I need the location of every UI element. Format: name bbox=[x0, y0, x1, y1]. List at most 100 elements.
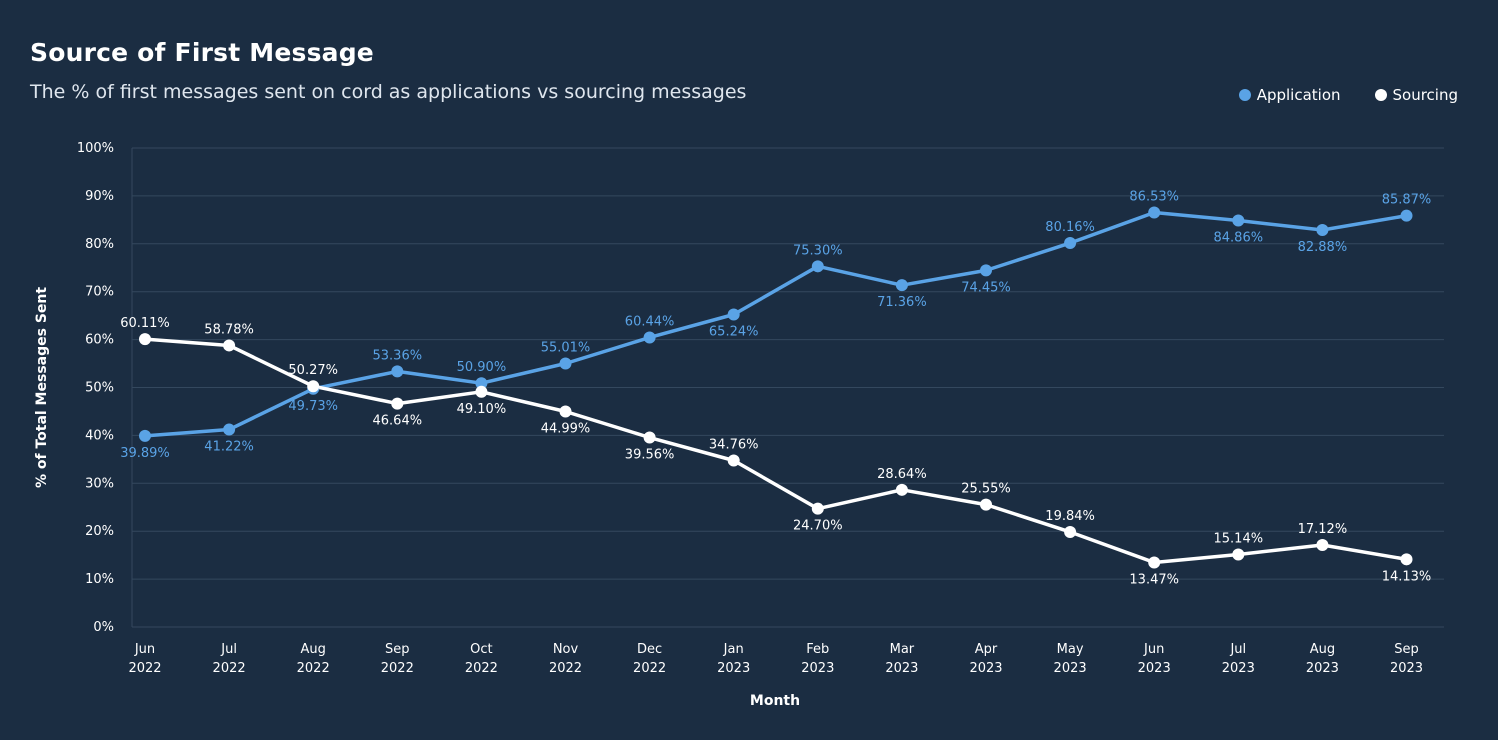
data-point-application bbox=[727, 308, 740, 321]
data-label-application: 74.45% bbox=[961, 280, 1011, 295]
series-line-sourcing bbox=[143, 337, 1409, 565]
chart-title: Source of First Message bbox=[30, 38, 374, 67]
data-point-application bbox=[980, 264, 992, 277]
x-tick-label-year: 2022 bbox=[465, 661, 498, 676]
y-tick-label: 100% bbox=[77, 141, 114, 156]
data-point-application bbox=[1400, 209, 1413, 222]
data-label-sourcing: 19.84% bbox=[1045, 509, 1095, 524]
x-tick-label-year: 2023 bbox=[885, 661, 918, 676]
legend-label-application: Application bbox=[1256, 86, 1341, 104]
data-label-sourcing: 49.10% bbox=[457, 402, 507, 417]
x-tick-label-year: 2023 bbox=[1054, 661, 1087, 676]
data-point-sourcing bbox=[1148, 556, 1161, 569]
x-tick-label-month: Mar bbox=[890, 642, 915, 657]
x-tick-label-month: Jan bbox=[723, 642, 744, 657]
x-tick-label-month: May bbox=[1057, 642, 1084, 657]
x-tick-label-year: 2023 bbox=[1222, 661, 1255, 676]
data-label-sourcing: 25.55% bbox=[961, 482, 1011, 497]
data-label-sourcing: 24.70% bbox=[793, 519, 843, 534]
data-point-application bbox=[139, 429, 151, 442]
data-label-sourcing: 28.64% bbox=[877, 467, 927, 482]
data-label-sourcing: 17.12% bbox=[1298, 522, 1348, 537]
data-label-sourcing: 13.47% bbox=[1129, 572, 1179, 587]
data-point-application bbox=[811, 260, 824, 273]
data-label-application: 75.30% bbox=[793, 243, 843, 258]
x-tick-label-month: Oct bbox=[470, 642, 492, 657]
legend-item-application[interactable]: Application bbox=[1238, 86, 1341, 104]
data-label-application: 53.36% bbox=[373, 348, 423, 363]
data-point-sourcing bbox=[895, 483, 908, 496]
data-point-application bbox=[895, 279, 908, 292]
data-point-sourcing bbox=[1400, 553, 1413, 566]
x-tick-label-month: Aug bbox=[301, 642, 326, 657]
data-label-application: 60.44% bbox=[625, 314, 675, 329]
x-tick-label-month: Jun bbox=[134, 642, 155, 657]
x-tick-label-year: 2022 bbox=[381, 661, 414, 676]
data-label-sourcing: 46.64% bbox=[373, 414, 423, 429]
x-tick-label-year: 2023 bbox=[801, 661, 834, 676]
data-label-application: 80.16% bbox=[1045, 220, 1095, 235]
data-label-sourcing: 58.78% bbox=[204, 322, 254, 337]
x-tick-label-month: Aug bbox=[1310, 642, 1335, 657]
x-tick-label-month: Sep bbox=[385, 642, 410, 657]
y-tick-label: 20% bbox=[85, 524, 114, 539]
x-tick-label-year: 2023 bbox=[1138, 661, 1171, 676]
data-point-application bbox=[559, 357, 572, 370]
data-label-sourcing: 50.27% bbox=[288, 363, 338, 378]
data-label-sourcing: 60.11% bbox=[120, 316, 170, 331]
data-label-application: 50.90% bbox=[457, 360, 507, 375]
data-point-application bbox=[1232, 214, 1245, 227]
data-label-sourcing: 15.14% bbox=[1214, 531, 1264, 546]
data-point-application bbox=[1316, 224, 1329, 237]
x-tick-label-month: Nov bbox=[553, 642, 579, 657]
y-tick-label: 40% bbox=[85, 428, 114, 443]
y-tick-label: 60% bbox=[85, 333, 114, 348]
data-label-sourcing: 44.99% bbox=[541, 421, 591, 436]
x-tick-label-month: Apr bbox=[975, 642, 998, 657]
y-tick-label: 80% bbox=[85, 237, 114, 252]
x-axis-title: Month bbox=[750, 693, 800, 709]
x-tick-label-year: 2022 bbox=[549, 661, 582, 676]
legend-item-sourcing[interactable]: Sourcing bbox=[1374, 86, 1459, 104]
x-tick-label-year: 2022 bbox=[128, 661, 161, 676]
data-point-sourcing bbox=[139, 333, 151, 346]
x-tick-label-month: Jul bbox=[1229, 642, 1246, 657]
legend-marker-application bbox=[1238, 89, 1251, 101]
data-point-sourcing bbox=[811, 502, 824, 515]
legend-label-sourcing: Sourcing bbox=[1392, 86, 1459, 104]
series-line-application bbox=[143, 210, 1409, 438]
data-point-sourcing bbox=[307, 380, 320, 393]
x-tick-label-year: 2023 bbox=[969, 661, 1002, 676]
x-tick-label-year: 2023 bbox=[1390, 661, 1423, 676]
data-point-sourcing bbox=[727, 454, 740, 467]
data-label-application: 49.73% bbox=[288, 399, 338, 414]
y-tick-label: 50% bbox=[85, 381, 114, 396]
x-tick-label-year: 2023 bbox=[717, 661, 750, 676]
data-label-application: 71.36% bbox=[877, 295, 927, 310]
x-tick-label-year: 2022 bbox=[213, 661, 246, 676]
x-tick-label-month: Jun bbox=[1143, 642, 1164, 657]
y-tick-label: 10% bbox=[85, 572, 114, 587]
x-tick-label-month: Dec bbox=[637, 642, 662, 657]
data-label-application: 82.88% bbox=[1298, 240, 1348, 255]
data-point-application bbox=[475, 377, 488, 390]
data-point-sourcing bbox=[1232, 548, 1245, 561]
y-tick-label: 30% bbox=[85, 476, 114, 491]
data-point-sourcing bbox=[223, 339, 236, 352]
data-label-application: 55.01% bbox=[541, 341, 591, 356]
data-label-application: 84.86% bbox=[1214, 231, 1264, 246]
data-point-sourcing bbox=[475, 385, 488, 398]
data-label-application: 85.87% bbox=[1382, 193, 1432, 208]
x-tick-label-year: 2023 bbox=[1306, 661, 1339, 676]
data-point-application bbox=[1064, 237, 1077, 250]
data-point-sourcing bbox=[559, 405, 572, 418]
data-point-application bbox=[391, 365, 404, 378]
y-tick-label: 70% bbox=[85, 285, 114, 300]
y-tick-label: 0% bbox=[93, 620, 114, 635]
data-point-sourcing bbox=[391, 397, 404, 410]
data-label-application: 86.53% bbox=[1129, 190, 1179, 205]
y-axis-title: % of Total Messages Sent bbox=[34, 287, 50, 488]
data-point-application bbox=[223, 423, 236, 436]
data-point-application bbox=[1148, 206, 1161, 219]
